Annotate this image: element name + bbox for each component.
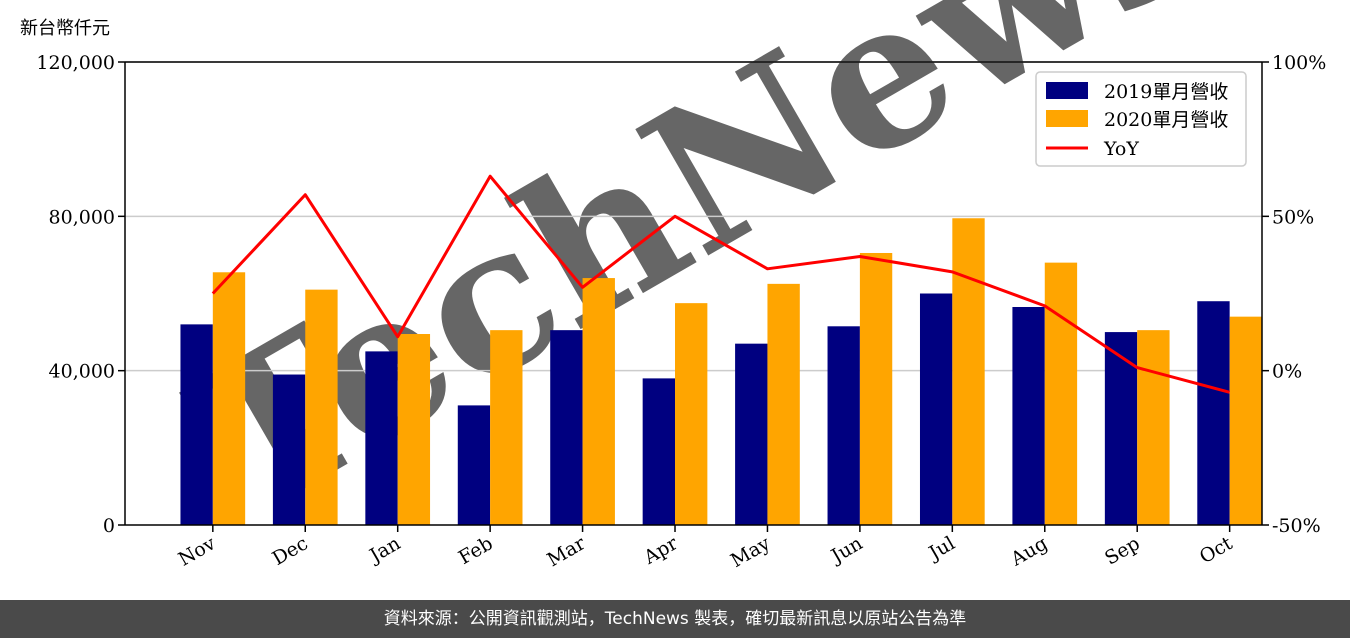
legend-label-2019: 2019單月營收 [1104,81,1228,103]
bar-2019-sep [1104,332,1138,525]
x-tick-label: Feb [455,532,497,569]
legend-label-yoy: YoY [1103,138,1139,160]
bar-2020-sep [1137,330,1170,525]
x-tick-label: Jun [826,532,867,568]
unit-label: 新台幣仟元 [20,18,110,39]
yoy-line-group [211,174,1231,394]
right-tick-label: 50% [1272,206,1314,228]
x-tick-label: Jan [364,532,404,568]
chart: TechNews 040,00080,000120,000-50%0%50%10… [20,0,1326,572]
bar-2019-may [735,343,768,525]
x-tick-label: Oct [1196,532,1237,568]
legend: 2019單月營收 2020單月營收 YoY [1035,71,1247,167]
bar-2019-oct [1197,301,1230,525]
left-tick-label: 0 [103,515,115,537]
source-footer: 資料來源：公開資訊觀測站，TechNews 製表，確切最新訊息以原站公告為準 [0,600,1350,638]
legend-label-2020: 2020單月營收 [1104,109,1228,131]
left-tick-label: 40,000 [49,361,115,383]
bar-2019-nov [180,324,213,525]
bar-2019-mar [550,330,583,525]
bar-2020-dec [305,289,338,525]
bar-2020-nov [212,272,246,525]
bar-2019-jun [827,326,860,525]
bar-2020-oct [1229,316,1262,525]
bar-2019-feb [457,405,491,525]
x-tick-label: Apr [639,532,682,569]
left-tick-label: 120,000 [36,52,115,74]
bar-2019-apr [642,378,676,525]
x-tick-label: Nov [175,532,220,571]
bar-2019-jan [365,351,398,525]
bar-2020-may [767,283,800,525]
right-tick-label: 100% [1272,52,1326,74]
x-tick-label: Sep [1101,532,1144,569]
bar-2020-jun [859,252,893,526]
bar-2020-aug [1044,262,1078,525]
legend-swatch-2019 [1046,82,1088,99]
x-tick-label: Jul [924,532,959,565]
bar-2019-dec [272,374,306,525]
bar-2020-apr [675,303,708,525]
x-tick-label: May [727,532,774,572]
x-tick-label: Aug [1006,532,1051,571]
left-tick-label: 80,000 [49,206,115,228]
bar-2019-jul [919,293,953,525]
yoy-line [211,174,1231,394]
legend-swatch-2020 [1046,110,1088,127]
legend-box [1035,71,1247,167]
bar-2020-jan [397,334,431,525]
bar-2020-mar [582,278,615,525]
x-tick-label: Mar [544,532,590,571]
bar-2019-aug [1012,307,1045,525]
bars [180,218,1262,526]
right-tick-label: 0% [1272,361,1302,383]
right-tick-label: -50% [1272,515,1321,537]
bar-2020-jul [952,218,985,525]
bar-2020-feb [490,330,523,525]
